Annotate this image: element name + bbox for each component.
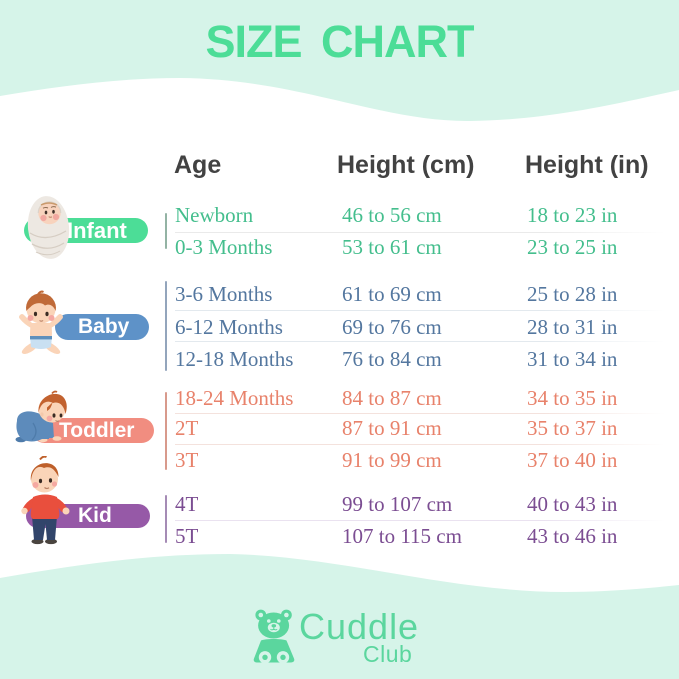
- svg-text:Club: Club: [363, 641, 412, 667]
- svg-text:Cuddle: Cuddle: [299, 606, 419, 647]
